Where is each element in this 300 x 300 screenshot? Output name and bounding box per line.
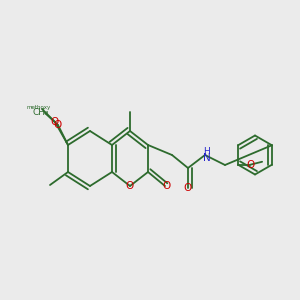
Text: O: O bbox=[246, 160, 254, 170]
Text: N: N bbox=[202, 153, 210, 163]
Text: methoxy: methoxy bbox=[27, 105, 51, 110]
Text: O: O bbox=[184, 183, 192, 193]
Text: H: H bbox=[203, 148, 210, 157]
Text: O: O bbox=[51, 117, 59, 127]
Text: O: O bbox=[126, 181, 134, 191]
Text: O: O bbox=[54, 120, 62, 130]
Text: CH₃: CH₃ bbox=[32, 108, 49, 117]
Text: O: O bbox=[162, 181, 171, 191]
